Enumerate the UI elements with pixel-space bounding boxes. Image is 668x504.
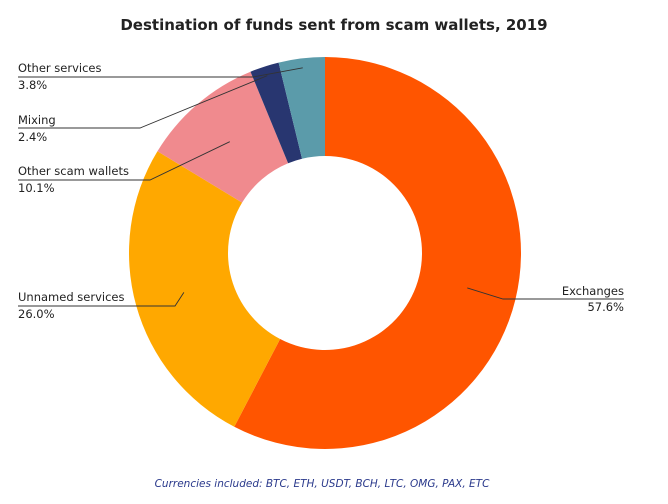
- slice-label-unnamed-services: Unnamed services: [18, 290, 124, 304]
- slice-value-other-services: 3.8%: [18, 78, 47, 92]
- slice-value-other-scam-wallets: 10.1%: [18, 181, 55, 195]
- slice-exchanges: [234, 57, 521, 449]
- leader-line-other-services: [18, 67, 303, 78]
- slice-value-unnamed-services: 26.0%: [18, 307, 55, 321]
- leader-line-exchanges: [467, 287, 624, 300]
- slice-unnamed-services: [128, 151, 281, 427]
- slice-other-services: [278, 57, 325, 159]
- slice-value-mixing: 2.4%: [18, 130, 47, 144]
- leader-line-unnamed-services: [18, 292, 185, 307]
- leader-line-mixing: [18, 75, 268, 129]
- slice-label-mixing: Mixing: [18, 113, 56, 127]
- slice-label-exchanges: Exchanges: [562, 284, 624, 298]
- slice-labels: Exchanges 57.6% Unnamed services 26.0% Other…: [18, 61, 624, 321]
- slice-value-exchanges: 57.6%: [587, 300, 624, 314]
- slice-mixing: [250, 62, 303, 164]
- slice-label-other-scam-wallets: Other scam wallets: [18, 164, 129, 178]
- slice-label-other-services: Other services: [18, 61, 102, 75]
- footnote: Currencies included: BTC, ETH, USDT, BCH…: [155, 478, 491, 490]
- leader-lines: [18, 67, 624, 307]
- slice-other-scam-wallets: [157, 71, 289, 203]
- leader-line-other-scam-wallets: [18, 141, 230, 181]
- chart-title: Destination of funds sent from scam wall…: [120, 16, 547, 34]
- donut-slices: [128, 57, 521, 449]
